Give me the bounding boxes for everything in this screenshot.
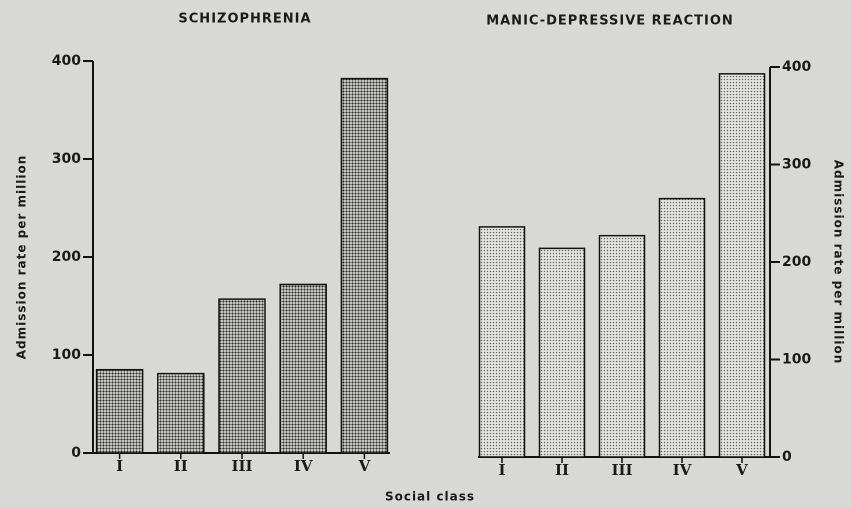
x-tick-label: V xyxy=(358,457,371,475)
y-tick-label: 400 xyxy=(782,59,811,75)
y-tick-label: 0 xyxy=(71,445,81,461)
y-axis-label: Admission rate per million xyxy=(832,160,846,365)
x-tick-label: I xyxy=(498,461,505,479)
x-tick-label: IV xyxy=(294,457,313,475)
x-axis-label: Social class xyxy=(385,490,475,504)
bar xyxy=(95,368,144,454)
chart-title: SCHIZOPHRENIA xyxy=(178,12,311,27)
y-tick-label: 100 xyxy=(782,352,811,368)
bar xyxy=(157,372,205,454)
bar xyxy=(658,197,706,458)
y-tick-label: 300 xyxy=(782,157,811,173)
y-tick-label: 200 xyxy=(782,254,811,270)
bar xyxy=(598,234,646,458)
bar xyxy=(279,283,327,454)
bar xyxy=(340,77,389,454)
x-tick-label: I xyxy=(116,457,123,475)
x-tick-label: V xyxy=(735,461,748,479)
y-tick-label: 100 xyxy=(52,347,81,363)
bar xyxy=(538,247,586,458)
y-tick-label: 0 xyxy=(782,449,792,465)
bar xyxy=(218,298,266,454)
y-tick-label: 300 xyxy=(52,151,81,167)
y-tick-label: 200 xyxy=(52,249,81,265)
x-tick-label: III xyxy=(231,457,252,475)
x-tick-label: II xyxy=(555,461,569,479)
x-tick-label: III xyxy=(611,461,632,479)
chart-title: MANIC-DEPRESSIVE REACTION xyxy=(486,14,734,29)
y-tick-label: 400 xyxy=(52,53,81,69)
x-tick-label: II xyxy=(174,457,188,475)
y-axis-label: Admission rate per million xyxy=(15,155,29,360)
bar xyxy=(478,226,526,458)
x-tick-label: IV xyxy=(673,461,692,479)
bar xyxy=(718,73,766,458)
